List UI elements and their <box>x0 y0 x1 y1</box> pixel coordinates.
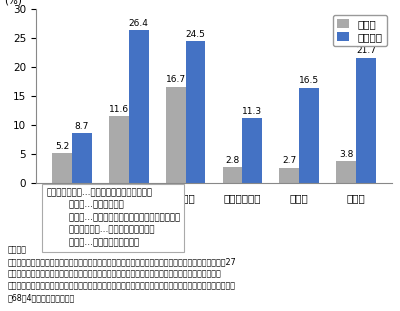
Bar <box>186 41 206 183</box>
Text: 26.4: 26.4 <box>129 19 149 28</box>
Bar <box>222 167 242 183</box>
Text: 11.6: 11.6 <box>109 105 129 114</box>
Bar <box>52 153 72 183</box>
Bar <box>109 116 129 183</box>
Text: 21.7: 21.7 <box>356 46 376 55</box>
Text: (%): (%) <box>4 0 22 6</box>
Bar <box>72 133 92 183</box>
Text: （備考）
大須賀穣、能瀬さやか「アスリートの月経周期異常の現状と無月経に影響を与える因子の検討」（平成27
年度　日本医療研究開発機構　女性の健康の包括的支援実: （備考） 大須賀穣、能瀬さやか「アスリートの月経周期異常の現状と無月経に影響を与… <box>8 246 237 302</box>
Bar <box>356 58 376 183</box>
Text: 2.8: 2.8 <box>225 156 240 165</box>
Bar <box>166 86 186 183</box>
Text: 24.5: 24.5 <box>186 30 206 39</box>
Bar <box>242 118 262 183</box>
Bar <box>299 88 319 183</box>
Bar <box>129 30 149 183</box>
Bar <box>336 161 356 183</box>
Legend: 無月経, 疲労骨折: 無月経, 疲労骨折 <box>333 15 387 46</box>
Text: （参考）技術系…アーチェリー、ライフル等
        持久系…陸上長距離等
        審美系…新体操、体操、フィギュアスケート等
        体重: （参考）技術系…アーチェリー、ライフル等 持久系…陸上長距離等 審美系…新体操、… <box>46 188 180 247</box>
Text: 2.7: 2.7 <box>282 156 296 165</box>
Text: 16.7: 16.7 <box>166 75 186 84</box>
Bar <box>279 168 299 183</box>
Text: 16.5: 16.5 <box>299 77 319 86</box>
Text: 11.3: 11.3 <box>242 107 262 116</box>
Text: 5.2: 5.2 <box>55 142 69 151</box>
Text: 8.7: 8.7 <box>75 122 89 131</box>
Text: 3.8: 3.8 <box>339 150 353 159</box>
